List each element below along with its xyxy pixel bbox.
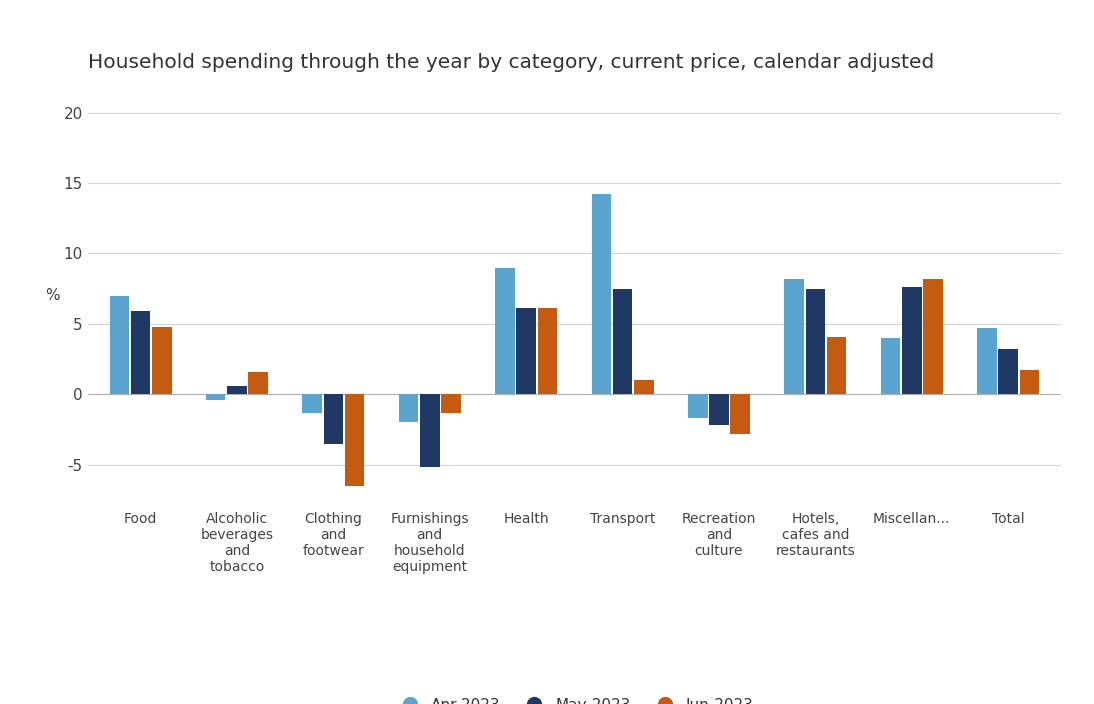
Bar bbox=[248, 372, 268, 394]
Bar bbox=[1020, 370, 1039, 394]
Bar bbox=[881, 338, 900, 394]
Bar bbox=[923, 279, 943, 394]
Bar bbox=[345, 394, 364, 486]
Bar bbox=[441, 394, 461, 413]
Bar bbox=[592, 194, 612, 394]
Bar bbox=[784, 279, 804, 394]
Bar bbox=[709, 394, 729, 425]
Bar bbox=[805, 289, 825, 394]
Bar bbox=[109, 296, 129, 394]
Bar bbox=[635, 380, 653, 394]
Bar bbox=[399, 394, 418, 422]
Bar bbox=[152, 327, 172, 394]
Bar bbox=[228, 386, 247, 394]
Bar bbox=[131, 311, 150, 394]
Bar bbox=[688, 394, 708, 418]
Bar bbox=[827, 337, 847, 394]
Text: Household spending through the year by category, current price, calendar adjuste: Household spending through the year by c… bbox=[88, 53, 934, 72]
Bar bbox=[324, 394, 344, 444]
Legend: Apr-2023, May-2023, Jun-2023: Apr-2023, May-2023, Jun-2023 bbox=[388, 691, 760, 704]
Bar bbox=[496, 268, 514, 394]
Bar bbox=[302, 394, 322, 413]
Bar bbox=[420, 394, 440, 467]
Bar bbox=[977, 328, 997, 394]
Bar bbox=[999, 349, 1017, 394]
Bar bbox=[901, 287, 921, 394]
Y-axis label: %: % bbox=[45, 288, 59, 303]
Bar bbox=[537, 308, 557, 394]
Bar bbox=[731, 394, 749, 434]
Bar bbox=[206, 394, 225, 400]
Bar bbox=[613, 289, 632, 394]
Bar bbox=[516, 308, 536, 394]
